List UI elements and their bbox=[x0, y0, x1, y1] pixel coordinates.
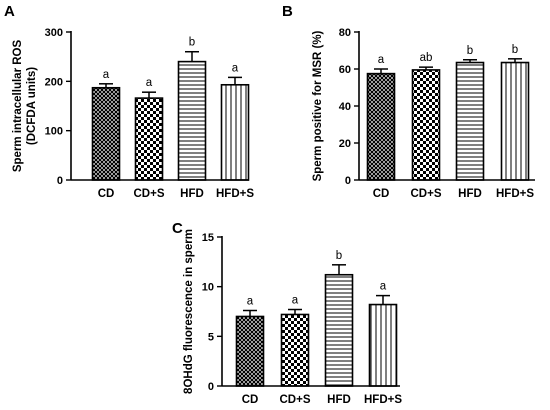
significance-label: a bbox=[146, 77, 153, 89]
bar-hfd-plus-s bbox=[500, 61, 530, 181]
bar-hfd bbox=[177, 60, 207, 181]
y-tick-label: 100 bbox=[45, 126, 63, 138]
bar-cd-plus-s bbox=[411, 69, 441, 181]
category-label: HFD bbox=[180, 188, 204, 200]
category-label: CD+S bbox=[134, 188, 165, 200]
significance-label: b bbox=[512, 44, 518, 56]
panel-b: B Sperm positive for MSR (%) a CD ab CD+S b HFD… bbox=[282, 3, 535, 200]
category-label: CD bbox=[242, 394, 259, 406]
y-tick-label: 10 bbox=[202, 282, 214, 294]
y-tick-label: 80 bbox=[339, 27, 351, 39]
bar-cd bbox=[235, 315, 265, 387]
panel-a: A Sperm intracellular ROS (DCFDA units) a CD… bbox=[4, 3, 254, 200]
significance-label: b bbox=[189, 37, 195, 49]
category-label: HFD+S bbox=[496, 188, 534, 200]
bar-cd bbox=[91, 86, 121, 181]
y-tick-label: 0 bbox=[57, 175, 63, 187]
panel-letter-a: A bbox=[4, 3, 15, 20]
significance-label: a bbox=[247, 296, 254, 308]
category-label: HFD bbox=[327, 394, 351, 406]
significance-label: b bbox=[336, 250, 342, 262]
category-label: HFD+S bbox=[216, 188, 254, 200]
y-tick-label: 15 bbox=[202, 232, 214, 244]
significance-label: a bbox=[378, 54, 385, 66]
y-axis-title: 8OHdG fluorescence in sperm bbox=[183, 229, 195, 394]
bar-cd-plus-s bbox=[134, 97, 164, 181]
y-tick-label: 0 bbox=[345, 175, 351, 187]
category-label: HFD+S bbox=[364, 394, 402, 406]
bar-cd bbox=[366, 72, 396, 181]
y-tick-label: 60 bbox=[339, 64, 351, 76]
category-label: CD+S bbox=[280, 394, 311, 406]
category-label: CD bbox=[373, 188, 390, 200]
significance-label: a bbox=[380, 281, 387, 293]
panel-letter-c: C bbox=[172, 220, 183, 237]
bar-cd-plus-s bbox=[280, 313, 310, 387]
significance-label: ab bbox=[420, 52, 433, 64]
significance-label: b bbox=[467, 45, 473, 57]
bar-hfd bbox=[324, 273, 354, 387]
category-label: CD+S bbox=[411, 188, 442, 200]
y-tick-label: 40 bbox=[339, 101, 351, 113]
significance-label: a bbox=[103, 69, 110, 81]
category-label: CD bbox=[98, 188, 115, 200]
y-tick-label: 0 bbox=[208, 381, 214, 393]
bar-hfd-plus-s bbox=[220, 83, 250, 181]
panel-letter-b: B bbox=[282, 3, 293, 20]
y-tick-label: 300 bbox=[45, 27, 63, 39]
y-axis-title: Sperm positive for MSR (%) bbox=[312, 30, 324, 181]
bar-hfd bbox=[455, 61, 485, 181]
significance-label: a bbox=[292, 295, 299, 307]
significance-label: a bbox=[232, 62, 239, 74]
y-axis-title: Sperm intracellular ROS bbox=[12, 40, 24, 173]
y-tick-label: 5 bbox=[208, 331, 214, 343]
y-tick-label: 200 bbox=[45, 76, 63, 88]
chart-layer: A Sperm intracellular ROS (DCFDA units) a CD… bbox=[4, 3, 535, 406]
bar-hfd-plus-s bbox=[368, 303, 398, 387]
y-axis-title: (DCFDA units) bbox=[26, 67, 38, 145]
y-tick-label: 20 bbox=[339, 138, 351, 150]
category-label: HFD bbox=[458, 188, 482, 200]
